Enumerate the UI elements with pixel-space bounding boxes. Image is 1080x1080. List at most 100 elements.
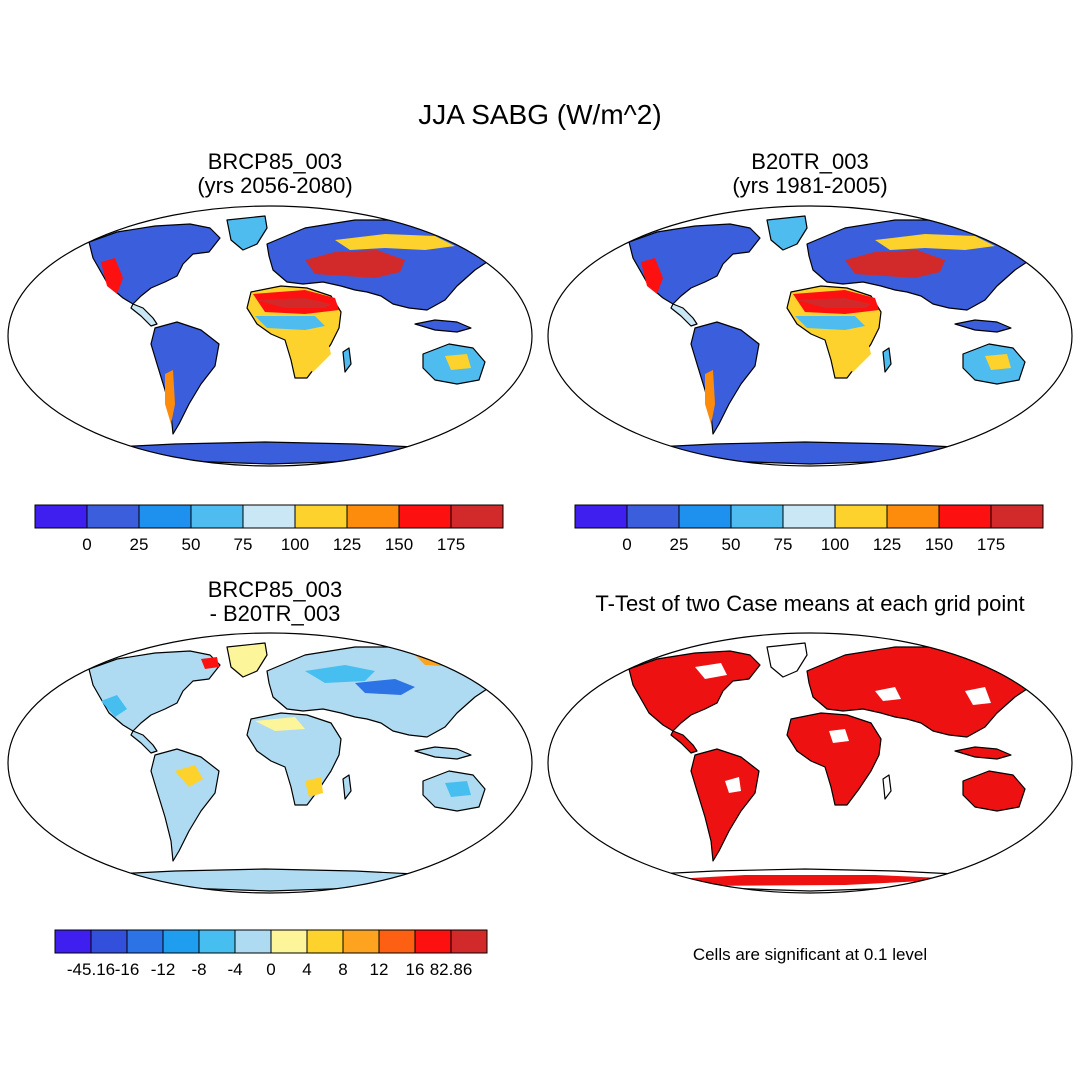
colorbar-tick-label: 150 — [384, 535, 414, 554]
colorbar-tick-label: 125 — [332, 535, 362, 554]
colorbar-tick-label: 100 — [280, 535, 310, 554]
continent-greenland — [226, 215, 268, 251]
colorbar-absolute-1 — [34, 504, 504, 529]
colorbar-swatch — [346, 504, 400, 529]
continent-central-america — [670, 303, 698, 327]
continent-africa — [786, 712, 882, 806]
colorbar-tick-label: 175 — [976, 535, 1006, 554]
colorbar-swatch — [678, 504, 732, 529]
panel-title-line2: (yrs 1981-2005) — [732, 173, 888, 199]
continent-antarctica — [34, 441, 506, 465]
continent-australia — [962, 770, 1026, 812]
field-patch — [335, 234, 455, 250]
continent-south-america — [150, 321, 220, 435]
colorbar-tick-label: 150 — [924, 535, 954, 554]
field-patch — [305, 777, 323, 797]
colorbar-swatch — [138, 504, 192, 529]
panel-title-difference: BRCP85_003 - B20TR_003 — [120, 577, 430, 626]
field-patch — [175, 765, 203, 787]
colorbar-swatch — [190, 504, 244, 529]
field-patch — [101, 695, 127, 717]
field-patch — [695, 663, 727, 679]
colorbar-swatch — [938, 504, 992, 529]
colorbar-swatch — [414, 929, 452, 954]
map-border — [547, 632, 1073, 894]
colorbar-swatch — [54, 929, 92, 954]
figure-title: JJA SABG (W/m^2) — [418, 99, 662, 130]
continent-south-america — [150, 748, 220, 862]
colorbar-tick-label: 25 — [669, 535, 689, 554]
continent-indonesia — [954, 746, 1012, 760]
colorbar-swatch — [198, 929, 236, 954]
field-patch — [165, 370, 175, 424]
continent-central-america — [130, 303, 158, 327]
colorbar-swatch — [234, 929, 272, 954]
panel-title-line1: T-Test of two Case means at each grid po… — [595, 591, 1025, 616]
field-patch — [839, 338, 871, 372]
colorbar-swatch — [990, 504, 1044, 529]
colorbar-swatch — [270, 929, 308, 954]
colorbar-swatch — [450, 929, 488, 954]
colorbar-tick-label: 50 — [181, 535, 201, 554]
field-patch — [875, 234, 995, 250]
map-difference — [7, 632, 533, 894]
field-patch — [355, 679, 415, 695]
continent-indonesia — [414, 319, 472, 333]
colorbar-swatch — [378, 929, 416, 954]
continent-madagascar — [882, 774, 892, 800]
field-patch — [875, 687, 901, 701]
colorbar-tick-label: 25 — [129, 535, 149, 554]
panel-title-brcp85: BRCP85_003 (yrs 2056-2080) — [120, 149, 430, 198]
colorbar-swatch — [398, 504, 452, 529]
colorbar-tick-label: -4 — [227, 960, 243, 979]
colorbar-swatch — [730, 504, 784, 529]
continent-central-america — [130, 730, 158, 754]
map-border — [7, 632, 533, 894]
colorbar-swatch — [782, 504, 836, 529]
field-patch — [299, 338, 331, 372]
field-patch — [829, 729, 849, 743]
continent-south-america — [690, 748, 760, 862]
colorbar-swatch — [626, 504, 680, 529]
map-b20tr — [547, 205, 1073, 467]
field-patch — [641, 258, 663, 294]
colorbar-swatch — [162, 929, 200, 954]
continent-antarctica — [574, 441, 1046, 465]
field-patch — [605, 875, 965, 886]
colorbar-tick-label: 4 — [302, 960, 312, 979]
colorbar-tick-label: -45.16 — [66, 960, 116, 979]
field-patch — [845, 250, 945, 278]
colorbar-swatch — [86, 504, 140, 529]
field-patch — [201, 657, 219, 669]
colorbar-tick-label: 175 — [436, 535, 466, 554]
continent-madagascar — [342, 774, 352, 800]
colorbar-tick-label: 125 — [872, 535, 902, 554]
colorbar-swatch — [450, 504, 504, 529]
map-brcp85 — [7, 205, 533, 467]
continent-antarctica — [34, 868, 506, 892]
continent-central-america — [670, 730, 698, 754]
map-border — [7, 205, 533, 467]
continent-indonesia — [414, 746, 472, 760]
colorbar-tick-label: 8 — [338, 960, 348, 979]
continent-madagascar — [342, 347, 352, 373]
field-patch — [257, 298, 331, 308]
field-patch — [101, 258, 123, 294]
continent-north-america — [628, 650, 761, 732]
continent-south-america — [690, 321, 760, 435]
colorbar-swatch — [306, 929, 344, 954]
field-patch — [705, 370, 715, 424]
colorbar-tick-label: -8 — [191, 960, 207, 979]
colorbar-tick-label: 75 — [773, 535, 793, 554]
field-patch — [445, 354, 471, 370]
panel-title-b20tr: B20TR_003 (yrs 1981-2005) — [655, 149, 965, 199]
colorbar-tick-label: 0 — [266, 960, 276, 979]
field-patch — [255, 316, 325, 330]
colorbar-swatch — [242, 504, 296, 529]
colorbar-tick-label: 16 — [405, 960, 425, 979]
field-patch — [305, 250, 405, 278]
field-patch — [965, 687, 991, 705]
map-ttest — [547, 632, 1073, 894]
colorbar-tick-label: 82.86 — [429, 960, 473, 979]
field-patch — [795, 316, 865, 330]
